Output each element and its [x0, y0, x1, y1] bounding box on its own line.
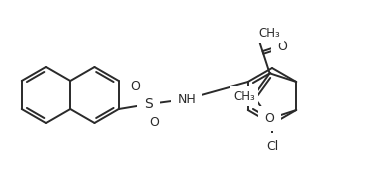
Text: CH₃: CH₃: [259, 27, 280, 40]
Text: O: O: [265, 112, 275, 125]
Text: Cl: Cl: [266, 140, 278, 152]
Text: S: S: [144, 97, 153, 111]
Text: NH: NH: [177, 93, 196, 105]
Text: CH₃: CH₃: [233, 90, 255, 103]
Text: O: O: [149, 115, 159, 129]
Text: O: O: [130, 80, 140, 93]
Text: O: O: [277, 40, 287, 53]
